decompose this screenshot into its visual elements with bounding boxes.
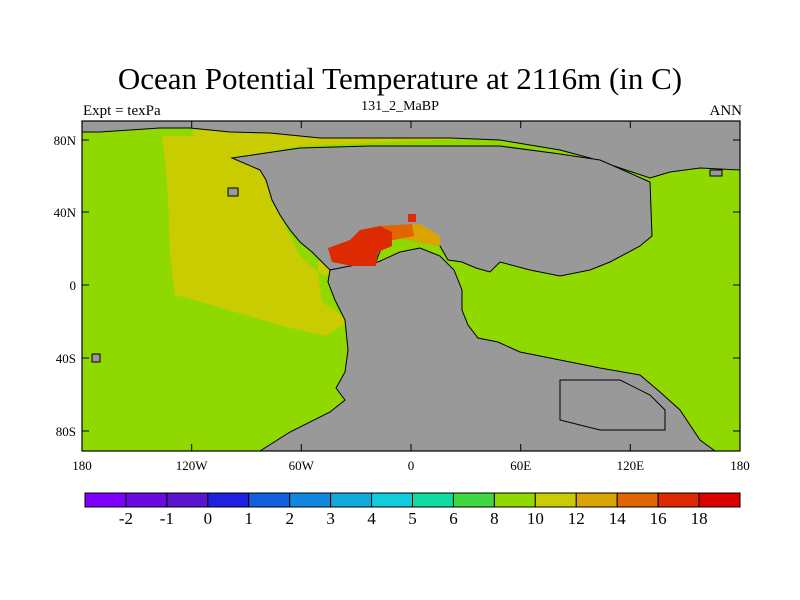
colorbar-label: -2 [119,509,133,528]
y-tick-label: 40S [56,351,76,366]
colorbar-box [412,492,454,508]
x-axis-ticks [81,121,741,451]
warm-pool-18c-spot [408,214,416,222]
colorbar-label: 2 [285,509,294,528]
land-laurasia [230,145,653,277]
colorbar-label: 14 [609,509,627,528]
x-tick-label: 180 [730,458,750,473]
colorbar-box [207,492,250,508]
colorbar-box [125,492,168,508]
x-tick-label: 180 [72,458,92,473]
colorbar-labels: -2 -1 0 1 2 3 4 5 6 8 10 12 14 16 18 [119,509,708,528]
x-tick-label: 120E [617,458,645,473]
map-title: Ocean Potential Temperature at 2116m (in… [117,61,683,96]
y-axis-ticks [82,139,740,432]
colorbar-label: 12 [568,509,585,528]
colorbar-box [575,492,618,508]
season-label: ANN [709,103,743,119]
land-arctic [81,120,741,179]
colorbar-label: 5 [408,509,417,528]
colorbar-box [493,492,536,508]
colorbar-box [248,492,291,508]
colorbar [84,492,741,508]
colorbar-label: 16 [650,509,667,528]
warm-pool-18c [328,226,392,266]
colorbar-box [616,492,659,508]
colorbar-label: 8 [490,509,499,528]
colorbar-label: 6 [449,509,458,528]
x-tick-label: 0 [408,458,415,473]
colorbar-label: 10 [527,509,544,528]
colorbar-box [166,492,209,508]
colorbar-label: 4 [367,509,376,528]
colorbar-label: 1 [245,509,254,528]
colorbar-label: 0 [204,509,213,528]
y-tick-label: 80N [54,133,77,148]
x-tick-label: 60W [289,458,315,473]
colorbar-box [534,492,577,508]
colorbar-label: -1 [160,509,174,528]
colorbar-box [84,492,127,508]
land-south-east [559,379,666,431]
x-tick-label: 120W [176,458,209,473]
period-label: 131_2_MaBP [361,99,439,114]
colorbar-label: 3 [326,509,335,528]
colorbar-box [371,492,413,508]
warm-water-12c-pacific [162,136,348,336]
colorbar-box [330,492,373,508]
y-tick-label: 40N [54,205,77,220]
colorbar-box [657,492,700,508]
land-island-2 [227,187,239,197]
experiment-label: Expt = texPa [83,103,161,119]
colorbar-box [452,492,495,508]
land-island-1 [91,353,101,363]
colorbar-box [698,492,741,508]
land-island-3 [709,169,723,177]
colorbar-box [289,492,332,508]
x-tick-label: 60E [510,458,531,473]
y-tick-label: 0 [70,278,77,293]
colorbar-label: 18 [691,509,708,528]
y-tick-label: 80S [56,424,76,439]
land-masses [81,120,741,452]
